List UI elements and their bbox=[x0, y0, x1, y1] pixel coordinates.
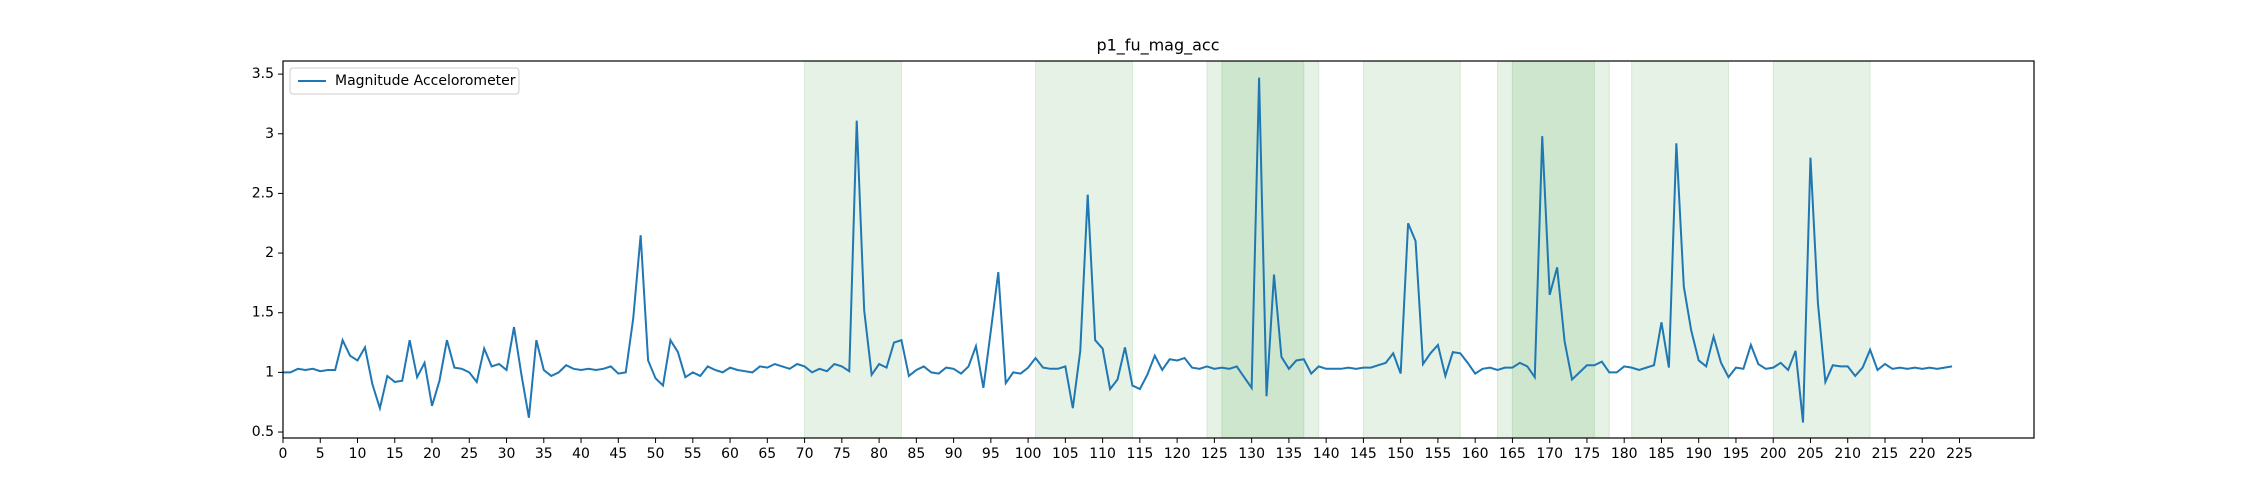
x-tick-label: 220 bbox=[1909, 446, 1936, 462]
plot-frame bbox=[282, 60, 2035, 439]
x-tick-label: 95 bbox=[982, 446, 1000, 462]
y-tick-label: 0.5 bbox=[252, 424, 274, 440]
x-tick-label: 30 bbox=[498, 446, 516, 462]
x-tick-label: 150 bbox=[1387, 446, 1414, 462]
data-line bbox=[283, 77, 1953, 423]
x-tick-label: 175 bbox=[1574, 446, 1601, 462]
y-tick-label: 3.5 bbox=[252, 66, 274, 82]
x-tick-label: 180 bbox=[1611, 446, 1638, 462]
x-tick-label: 185 bbox=[1648, 446, 1675, 462]
x-tick-label: 195 bbox=[1723, 446, 1750, 462]
legend-label: Magnitude Accelorometer bbox=[335, 73, 516, 89]
x-tick-label: 15 bbox=[386, 446, 404, 462]
x-tick-label: 70 bbox=[796, 446, 814, 462]
x-tick-label: 130 bbox=[1238, 446, 1265, 462]
y-tick-label: 2.5 bbox=[252, 185, 274, 201]
x-tick-label: 170 bbox=[1536, 446, 1563, 462]
x-tick-label: 165 bbox=[1499, 446, 1526, 462]
x-tick-label: 35 bbox=[535, 446, 553, 462]
x-tick-label: 125 bbox=[1201, 446, 1228, 462]
x-tick-label: 190 bbox=[1685, 446, 1712, 462]
x-tick-label: 155 bbox=[1425, 446, 1452, 462]
x-tick-label: 145 bbox=[1350, 446, 1377, 462]
highlight-span bbox=[1497, 60, 1610, 439]
y-tick-label: 3 bbox=[265, 126, 274, 142]
x-tick-label: 210 bbox=[1834, 446, 1861, 462]
x-tick-label: 5 bbox=[316, 446, 325, 462]
chart-title: p1_fu_mag_acc bbox=[1096, 36, 1219, 56]
highlight-span bbox=[1035, 60, 1133, 439]
x-tick-label: 55 bbox=[684, 446, 702, 462]
x-tick-label: 20 bbox=[423, 446, 441, 462]
highlight-span bbox=[1631, 60, 1730, 439]
y-tick-label: 1 bbox=[265, 364, 274, 380]
highlight-span bbox=[1511, 60, 1595, 439]
x-tick-label: 40 bbox=[572, 446, 590, 462]
x-tick-label: 65 bbox=[758, 446, 776, 462]
legend-box bbox=[289, 67, 520, 95]
x-tick-label: 205 bbox=[1797, 446, 1824, 462]
x-tick-label: 90 bbox=[945, 446, 963, 462]
x-tick-label: 140 bbox=[1313, 446, 1340, 462]
x-tick-label: 105 bbox=[1052, 446, 1079, 462]
y-tick-label: 1.5 bbox=[252, 305, 274, 321]
x-tick-label: 110 bbox=[1089, 446, 1116, 462]
x-tick-label: 215 bbox=[1872, 446, 1899, 462]
x-tick-label: 100 bbox=[1015, 446, 1042, 462]
highlight-span bbox=[1772, 60, 1871, 439]
x-tick-label: 25 bbox=[460, 446, 478, 462]
x-tick-label: 45 bbox=[609, 446, 627, 462]
x-tick-label: 50 bbox=[647, 446, 665, 462]
x-tick-label: 80 bbox=[870, 446, 888, 462]
x-tick-label: 225 bbox=[1946, 446, 1973, 462]
x-tick-label: 200 bbox=[1760, 446, 1787, 462]
x-tick-label: 120 bbox=[1164, 446, 1191, 462]
x-tick-label: 60 bbox=[721, 446, 739, 462]
x-tick-label: 10 bbox=[349, 446, 367, 462]
x-tick-label: 135 bbox=[1276, 446, 1303, 462]
x-tick-label: 115 bbox=[1127, 446, 1154, 462]
x-tick-label: 160 bbox=[1462, 446, 1489, 462]
y-tick-label: 2 bbox=[265, 245, 274, 261]
x-tick-label: 75 bbox=[833, 446, 851, 462]
x-tick-label: 85 bbox=[907, 446, 925, 462]
highlight-span bbox=[1362, 60, 1461, 439]
x-tick-label: 0 bbox=[279, 446, 288, 462]
